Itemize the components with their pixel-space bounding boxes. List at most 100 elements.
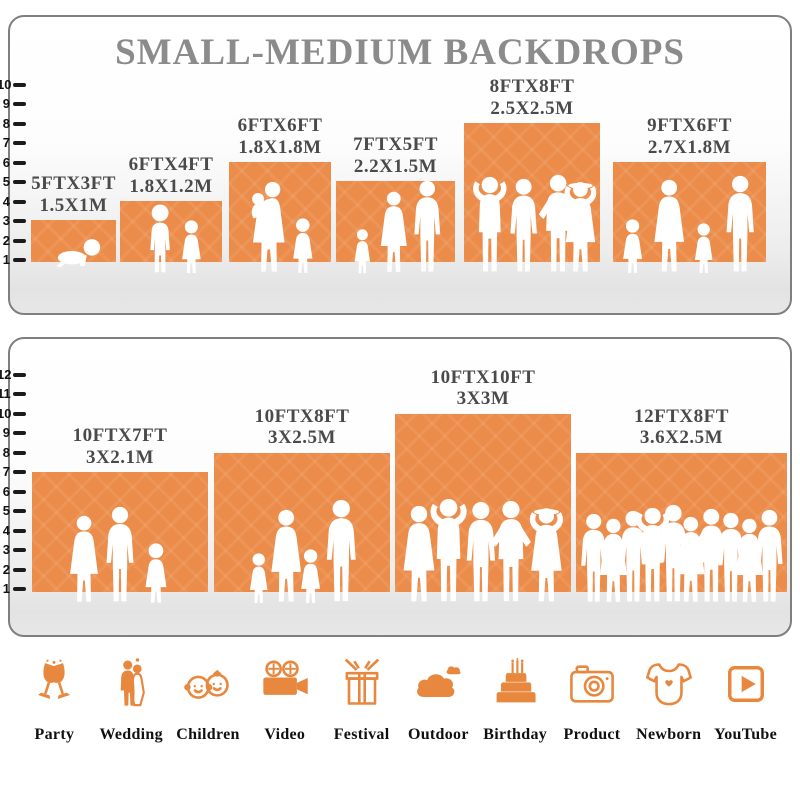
ruler-tick [13, 567, 26, 572]
ruler-number: 3 [2, 542, 10, 557]
ruler-number: 7 [2, 464, 10, 479]
backdrop-size-label: 5FTX3FT 1.5X1M [31, 173, 116, 216]
silhouette-woman [377, 191, 411, 275]
ruler-number: 11 [0, 386, 11, 401]
size-ft-text: 5FTX3FT [31, 173, 116, 194]
category-label: Newborn [636, 726, 702, 743]
silhouette-man-up [468, 175, 512, 275]
ruler-tick [13, 509, 26, 513]
youtube-play-icon [727, 666, 764, 702]
category-product: Product [554, 658, 631, 744]
size-m-text: 3.6X2.5M [639, 427, 724, 448]
silhouette-woman [650, 179, 688, 275]
ruler-number: 8 [2, 115, 10, 131]
size-ft-text: 8FTX8FT [489, 76, 575, 97]
silhouette-boy [145, 204, 175, 275]
festival-gift-icon [344, 658, 379, 705]
category-label: Children [176, 726, 240, 743]
backdrop-6ftx4ft [120, 201, 222, 262]
backdrop-size-label: 10FTX7FT 3X2.1M [73, 425, 168, 468]
silhouette-woman-baby [247, 181, 291, 275]
size-m-text: 3X3M [456, 388, 510, 409]
small-backdrops-panel: SMALL-MEDIUM BACKDROPS 1 2 3 4 5 6 7 8 9 10 5FTX3F… [0, 15, 792, 315]
silhouette-girl [179, 220, 204, 275]
silhouette-girl [352, 229, 373, 275]
size-m-text: 2.2X1.5M [353, 155, 438, 177]
size-ft-text: 12FTX8FT [634, 405, 729, 427]
silhouette-girl [620, 219, 645, 275]
ruler-tick [13, 489, 26, 494]
backdrop-size-label: 8FTX8FT 2.5X2.5M [490, 76, 575, 119]
silhouette-woman-up [523, 506, 570, 605]
backdrop-size-label: 12FTX8FT 3.6X2.5M [634, 406, 729, 449]
category-label: Outdoor [407, 726, 469, 743]
category-label: Product [563, 726, 621, 743]
category-label: YouTube [714, 726, 778, 743]
category-newborn: Newborn [630, 658, 707, 744]
ruler-number: 4 [2, 193, 10, 209]
ruler-tick [13, 528, 26, 533]
silhouette-girl [692, 223, 715, 275]
ruler-number: 8 [2, 444, 10, 460]
party-glasses-icon [38, 659, 71, 700]
outdoor-clouds-icon [417, 666, 461, 697]
category-youtube: YouTube [707, 658, 784, 744]
size-ft-text: 6FTX6FT [237, 115, 323, 136]
ruler-tick [13, 372, 26, 377]
silhouette-girl [298, 549, 323, 605]
size-m-text: 2.5X2.5M [490, 97, 574, 119]
ruler-number: 6 [2, 483, 10, 499]
category-party: Party [16, 658, 93, 744]
silhouette-woman-up [558, 180, 603, 275]
ruler-tick [13, 102, 26, 107]
size-ft-text: 7FTX5FT [353, 134, 438, 155]
ruler-number: 3 [2, 213, 10, 229]
silhouette-girl [142, 543, 170, 605]
ruler-tick [13, 587, 26, 591]
silhouette-woman [66, 515, 102, 605]
ruler-tick [13, 180, 26, 185]
category-label: Video [264, 726, 306, 743]
category-outdoor: Outdoor [400, 658, 477, 744]
ruler-tick [13, 219, 26, 224]
silhouette-man [722, 175, 758, 275]
size-m-text: 1.8X1.2M [129, 175, 213, 197]
ruler-tick [13, 160, 26, 165]
ruler-tick [13, 450, 26, 455]
ruler-number: 6 [2, 154, 10, 170]
ruler-number: 4 [2, 522, 10, 538]
ruler-tick [13, 141, 26, 146]
ruler-tick [13, 431, 26, 435]
newborn-onesie-icon [645, 663, 692, 706]
ruler-number: 9 [2, 96, 10, 112]
ruler-tick [13, 258, 26, 262]
category-video: Video [246, 658, 323, 744]
children-faces-icon [184, 669, 229, 699]
ruler-number: 1 [2, 252, 10, 267]
size-ft-text: 6FTX4FT [128, 154, 214, 175]
category-label: Party [34, 726, 75, 743]
size-ft-text: 10FTX8FT [254, 405, 350, 427]
category-children: Children [170, 658, 247, 744]
ruler-number: 10 [0, 76, 12, 92]
ruler-number: 2 [2, 232, 10, 248]
ruler-number: 9 [2, 425, 10, 440]
ruler-tick [13, 392, 26, 396]
silhouette-man [410, 180, 445, 275]
category-festival: Festival [323, 658, 400, 744]
ruler-number: 2 [2, 561, 10, 577]
medium-backdrops-panel: 12345678910111210FTX7FT3X2.1M10FTX8FT3X2… [0, 337, 792, 637]
ruler-number: 7 [2, 135, 10, 151]
size-m-text: 1.8X1.8M [238, 136, 322, 158]
backdrop-10ftx8ft [214, 452, 390, 592]
silhouette-baby [47, 236, 104, 268]
backdrop-size-label: 9FTX6FT 2.7X1.8M [647, 115, 732, 158]
ruler-number: 5 [2, 174, 10, 190]
silhouette-man [102, 506, 138, 605]
silhouette-girl [290, 218, 316, 275]
ruler-number: 1 [2, 581, 10, 596]
ruler-tick [13, 199, 26, 204]
size-ft-text: 10FTX10FT [430, 366, 536, 388]
backdrop-size-label: 10FTX8FT 3X2.5M [255, 406, 350, 449]
birthday-cake-icon [496, 658, 536, 703]
